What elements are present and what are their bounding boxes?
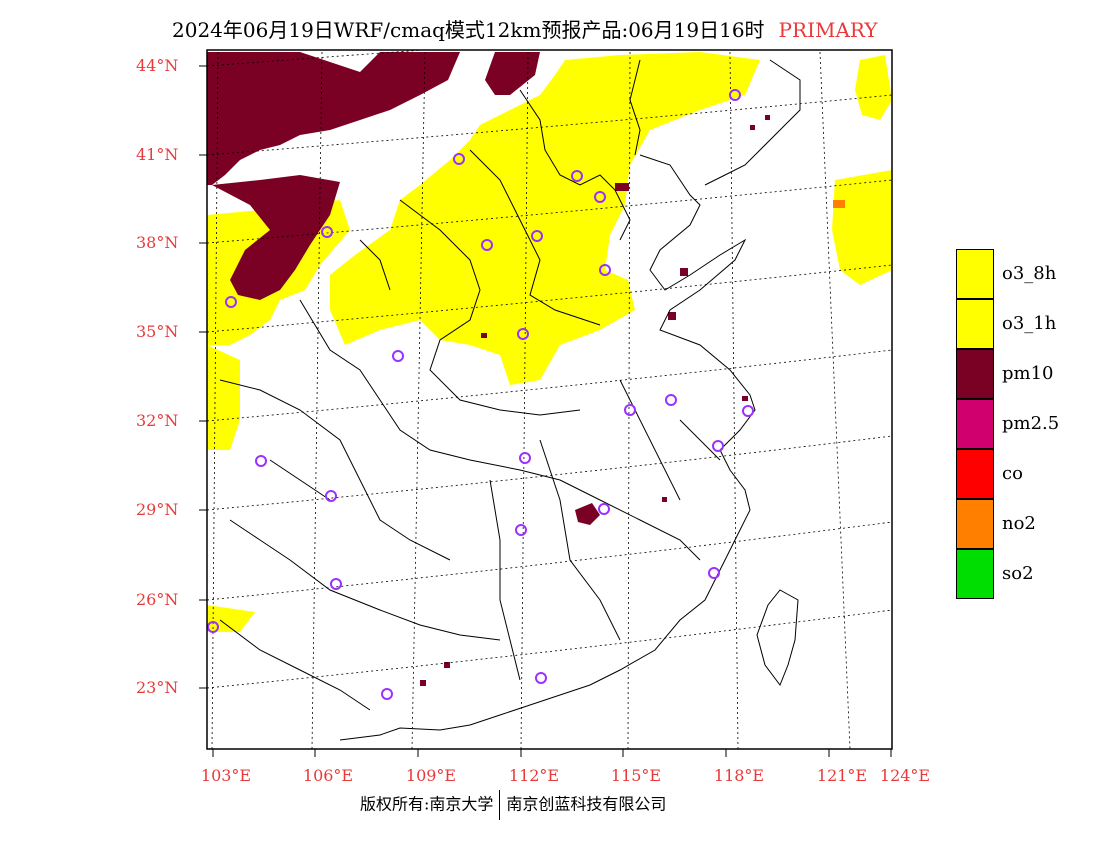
lon-label-118e: 118°E (713, 766, 765, 785)
title-tag: PRIMARY (778, 18, 878, 42)
legend-swatch-pm25 (956, 399, 994, 449)
legend-label-so2: so2 (1002, 563, 1034, 584)
legend-label-no2: no2 (1002, 513, 1036, 534)
legend-label-o3-8h: o3_8h (1002, 263, 1057, 284)
lon-label-109e: 109°E (405, 766, 457, 785)
map-title: 2024年06月19日WRF/cmaq模式12km预报产品:06月19日16时 P… (172, 14, 878, 43)
legend-label-pm25: pm2.5 (1002, 413, 1060, 434)
no2-patch (833, 200, 845, 208)
lat-label-41n: 41°N (136, 145, 179, 164)
copyright-divider (499, 790, 501, 820)
legend-swatch-so2 (956, 549, 994, 599)
graticule (207, 50, 892, 749)
legend-label-pm10: pm10 (1002, 363, 1054, 384)
lat-label-23n: 23°N (136, 678, 179, 697)
legend-label-o3-1h: o3_1h (1002, 313, 1057, 334)
copyright-footer: 版权所有:南京大学 南京创蓝科技有限公司 (360, 790, 666, 820)
boundary-lines (219, 59, 801, 741)
legend-swatch-o3-8h (956, 249, 994, 299)
lon-label-115e: 115°E (610, 766, 662, 785)
lat-label-32n: 32°N (136, 411, 179, 430)
lon-label-112e: 112°E (508, 766, 560, 785)
lon-label-124e: 124°E (879, 766, 931, 785)
station-markers (207, 89, 754, 700)
copyright-left: 版权所有:南京大学 (360, 794, 494, 814)
axis-ticks (199, 65, 892, 757)
lon-label-103e: 103°E (200, 766, 252, 785)
copyright-right: 南京创蓝科技有限公司 (506, 794, 667, 814)
legend-swatch-o3-1h (956, 299, 994, 349)
map-frame (206, 49, 893, 750)
legend-swatch-co (956, 449, 994, 499)
title-main: 2024年06月19日WRF/cmaq模式12km预报产品:06月19日16时 (172, 18, 765, 42)
legend-swatch-pm10 (956, 349, 994, 399)
pm10-regions (207, 52, 770, 686)
legend-label-co: co (1002, 463, 1023, 484)
lat-label-29n: 29°N (136, 500, 179, 519)
lat-label-44n: 44°N (136, 56, 179, 75)
lat-label-35n: 35°N (136, 322, 179, 341)
lat-label-38n: 38°N (136, 233, 179, 252)
lon-label-106e: 106°E (302, 766, 354, 785)
lat-label-26n: 26°N (136, 590, 179, 609)
legend-swatch-no2 (956, 499, 994, 549)
lon-label-121e: 121°E (816, 766, 868, 785)
